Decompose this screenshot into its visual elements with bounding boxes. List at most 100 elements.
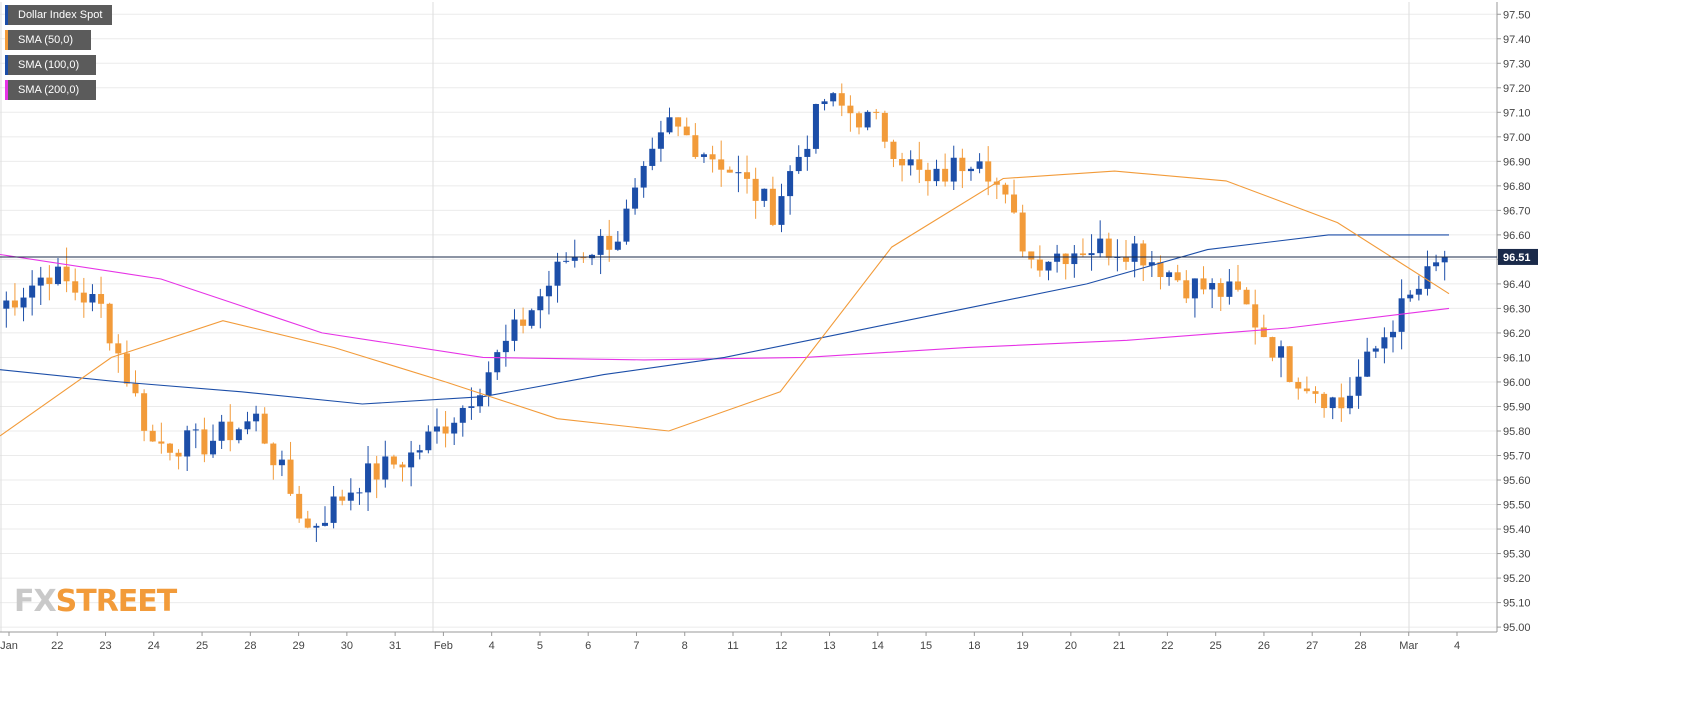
candle-body bbox=[1295, 381, 1302, 389]
sma100-line bbox=[0, 234, 1449, 405]
candle-body bbox=[795, 156, 802, 172]
legend-swatch-sma50 bbox=[5, 30, 8, 50]
candle-body bbox=[210, 440, 217, 455]
candle-body bbox=[451, 422, 458, 434]
candle-body bbox=[29, 285, 36, 298]
x-tick-label: 31 bbox=[389, 640, 401, 652]
x-tick-label: 13 bbox=[823, 640, 835, 652]
y-tick-label: 95.30 bbox=[1503, 549, 1531, 561]
candle-body bbox=[1148, 262, 1155, 266]
fxstreet-logo: FXSTREET bbox=[14, 584, 177, 619]
x-tick-label: 24 bbox=[148, 640, 160, 652]
candle-body bbox=[1157, 262, 1164, 278]
candle-body bbox=[1415, 288, 1422, 295]
candle-body bbox=[537, 296, 544, 311]
legend-item-sma50: SMA (50,0) bbox=[5, 30, 91, 50]
candle-body bbox=[115, 343, 122, 354]
candle-body bbox=[1200, 278, 1207, 290]
candle-body bbox=[1019, 212, 1026, 252]
candle-body bbox=[1433, 262, 1440, 267]
candle-body bbox=[614, 241, 621, 250]
candle-body bbox=[442, 426, 449, 434]
candle-body bbox=[683, 126, 690, 136]
candle-body bbox=[313, 525, 320, 528]
y-tick-label: 96.00 bbox=[1503, 377, 1531, 389]
candle-body bbox=[1002, 184, 1009, 195]
y-tick-label: 97.00 bbox=[1503, 132, 1531, 144]
candle-body bbox=[692, 135, 699, 157]
candle-body bbox=[321, 522, 329, 526]
candle-body bbox=[399, 464, 406, 468]
y-tick-label: 95.00 bbox=[1503, 622, 1531, 634]
candle-body bbox=[175, 452, 182, 457]
candle-body bbox=[477, 395, 484, 407]
candle-body bbox=[365, 463, 372, 493]
candle-body bbox=[787, 171, 794, 197]
candle-body bbox=[459, 407, 466, 423]
y-tick-label: 97.30 bbox=[1503, 58, 1531, 70]
legend-label-sma50: SMA (50,0) bbox=[18, 34, 74, 46]
x-tick-label: 7 bbox=[633, 640, 639, 652]
candle-body bbox=[1243, 289, 1250, 305]
x-tick-label: 30 bbox=[341, 640, 353, 652]
candle-body bbox=[855, 113, 863, 128]
candle-body bbox=[838, 93, 845, 106]
candle-body bbox=[416, 450, 423, 453]
candle-body bbox=[278, 459, 285, 466]
candle-body bbox=[924, 169, 931, 182]
x-tick-label: Feb bbox=[434, 640, 453, 652]
x-tick-label: 21 bbox=[1113, 640, 1125, 652]
candle-body bbox=[1217, 283, 1224, 297]
candle-body bbox=[1338, 397, 1345, 409]
candle-body bbox=[847, 105, 854, 114]
candle-body bbox=[1226, 281, 1233, 297]
x-tick-label: 28 bbox=[1354, 640, 1366, 652]
candle-body bbox=[916, 159, 923, 170]
legend-swatch-sma200 bbox=[5, 80, 8, 100]
candle-body bbox=[545, 285, 552, 297]
plot-area bbox=[0, 2, 1497, 632]
y-tick-label: 95.60 bbox=[1503, 475, 1531, 487]
candle-body bbox=[244, 421, 251, 430]
candle-body bbox=[1045, 261, 1052, 271]
candle-body bbox=[227, 421, 234, 441]
candle-body bbox=[3, 300, 10, 309]
candle-body bbox=[98, 294, 105, 304]
candle-body bbox=[1209, 283, 1216, 290]
candle-body bbox=[132, 383, 139, 394]
candle-body bbox=[235, 429, 242, 441]
candle-body bbox=[1114, 257, 1121, 259]
legend-label-sma200: SMA (200,0) bbox=[18, 84, 80, 96]
candle-body bbox=[46, 277, 53, 285]
candle-body bbox=[1398, 298, 1405, 332]
candle-body bbox=[20, 297, 27, 308]
candle-body bbox=[881, 112, 888, 142]
candle-body bbox=[778, 196, 785, 225]
candle-body bbox=[1174, 272, 1181, 281]
candle-body bbox=[201, 429, 208, 455]
y-tick-label: 96.40 bbox=[1503, 279, 1531, 291]
candle-body bbox=[1036, 259, 1043, 271]
candle-body bbox=[942, 168, 949, 182]
candle-body bbox=[1131, 243, 1138, 262]
candle-body bbox=[976, 161, 983, 169]
y-tick-label: 96.60 bbox=[1503, 230, 1531, 242]
candle-body bbox=[106, 303, 113, 344]
candle-body bbox=[933, 168, 940, 182]
legend-item-price: Dollar Index Spot bbox=[5, 5, 113, 25]
candle-body bbox=[597, 235, 604, 255]
candle-body bbox=[735, 172, 742, 174]
candle-body bbox=[356, 492, 363, 494]
candle-body bbox=[632, 187, 639, 209]
candle-body bbox=[890, 141, 897, 159]
candle-body bbox=[1011, 194, 1018, 213]
y-tick-label: 95.80 bbox=[1503, 426, 1531, 438]
candle-body bbox=[339, 496, 346, 501]
candle-body bbox=[1122, 257, 1130, 262]
sma50-line bbox=[0, 170, 1450, 437]
x-tick-label: 19 bbox=[1016, 640, 1028, 652]
y-tick-label: 95.40 bbox=[1503, 524, 1531, 536]
x-tick-label: 8 bbox=[682, 640, 688, 652]
candle-body bbox=[1355, 376, 1362, 396]
candle-body bbox=[1381, 337, 1388, 349]
